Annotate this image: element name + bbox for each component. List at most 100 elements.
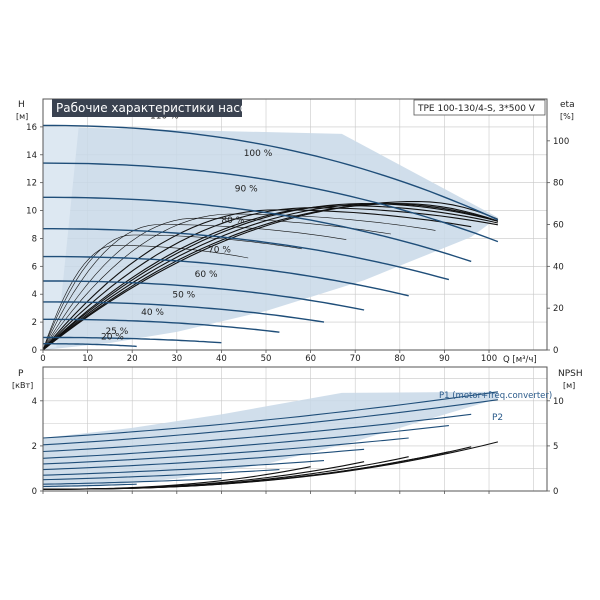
- speed-curve: [43, 280, 365, 311]
- power-curve: [42, 448, 365, 471]
- envelope-edge: [43, 126, 79, 350]
- speed-curve: [43, 228, 450, 281]
- y-tick-label: 10: [26, 207, 37, 217]
- speed-curve: [43, 343, 137, 348]
- speed-curve-label: 25 %: [105, 327, 128, 337]
- y-axis-unit: [м]: [16, 112, 28, 121]
- power-tick-label: 4: [32, 397, 37, 407]
- npsh-tick-label: 5: [553, 442, 558, 452]
- power-curve: [42, 469, 280, 481]
- x-tick-label: 50: [261, 354, 272, 364]
- efficiency-curve: [42, 203, 499, 351]
- speed-curve: [43, 318, 280, 333]
- power-axis-unit: [кВт]: [12, 381, 33, 390]
- speed-curve-label: 20 %: [101, 333, 124, 343]
- chart-title: Рабочие характеристики насоса: [56, 101, 261, 115]
- y-tick-label: 4: [32, 290, 37, 300]
- speed-curve: [43, 255, 409, 297]
- efficiency-curve: [42, 245, 249, 351]
- efficiency-curve: [42, 213, 436, 351]
- x-tick-label: 70: [350, 354, 361, 364]
- y-tick-label: 8: [32, 234, 37, 244]
- power-curve: [42, 478, 222, 485]
- npsh-tick-label: 10: [553, 397, 564, 407]
- y2-tick-label: 20: [553, 304, 564, 314]
- y2-axis-unit: [%]: [560, 112, 574, 121]
- bottom-chart: 0 2 4 0 5 10 P [кВт] NPSH [м] P1 (motor+freq…: [12, 366, 583, 497]
- y-tick-label: 2: [32, 318, 37, 328]
- top-y-ticks: 0 2 4 6 8 10 12 14 16: [26, 123, 43, 356]
- power-envelope: [43, 391, 498, 488]
- efficiency-curve: [42, 234, 302, 351]
- bottom-y-ticks: 0 2 4: [32, 397, 43, 497]
- npsh-tick-label: 0: [553, 487, 558, 497]
- y-tick-label: 6: [32, 262, 37, 272]
- model-box: [413, 99, 546, 116]
- operating-envelope: [43, 126, 498, 350]
- speed-curve-label: 50 %: [172, 291, 195, 301]
- y-tick-label: 0: [32, 346, 37, 356]
- power-tick-label: 2: [32, 442, 37, 452]
- efficiency-curve: [42, 224, 347, 351]
- chart-title-box: [52, 99, 242, 117]
- efficiency-curves: [42, 200, 499, 351]
- npsh-curves: [43, 441, 499, 490]
- p1-label: P1 (motor+freq.converter): [439, 391, 552, 401]
- y2-tick-label: 0: [553, 346, 558, 356]
- speed-curve-label: 70 %: [208, 245, 231, 255]
- speed-curve-label: 100 %: [244, 149, 273, 159]
- model-label: TPE 100-130/4-S, 3*500 V: [417, 104, 536, 114]
- y2-tick-label: 100: [553, 137, 569, 147]
- power-curve: [42, 413, 472, 453]
- power-curve: [42, 437, 409, 465]
- efficiency-curve: [42, 200, 499, 351]
- power-curve: [42, 460, 325, 476]
- power-axis-label: P: [18, 369, 24, 379]
- efficiency-curve: [42, 203, 499, 351]
- speed-curve: [42, 162, 499, 243]
- y2-tick-label: 60: [553, 221, 564, 231]
- speed-curve: [42, 336, 222, 344]
- speed-curve: [43, 301, 325, 323]
- power-curves: [42, 391, 498, 488]
- x-tick-label: 40: [216, 354, 227, 364]
- speed-curve: [43, 124, 499, 221]
- speed-curve-label: 60 %: [195, 270, 218, 280]
- top-envelope: [43, 126, 498, 350]
- y-tick-label: 16: [26, 123, 37, 133]
- power-curve: [42, 391, 498, 439]
- npsh-axis-label: NPSH: [558, 369, 583, 379]
- bottom-plot-frame: [42, 366, 548, 492]
- x-tick-label: 30: [171, 354, 182, 364]
- p2-label: P2: [492, 413, 503, 423]
- bottom-envelope: [43, 391, 498, 488]
- x-tick-label: 80: [394, 354, 405, 364]
- power-curve: [42, 425, 449, 459]
- x-tick-label: 10: [82, 354, 93, 364]
- x-tick-label: 0: [40, 354, 45, 364]
- speed-curve-label: 90 %: [235, 185, 258, 195]
- power-curve: [42, 399, 498, 446]
- power-curve: [42, 483, 137, 488]
- y2-axis-label: eta: [560, 100, 575, 110]
- y-tick-label: 12: [26, 179, 37, 189]
- bottom-y2-ticks: 0 5 10: [547, 397, 564, 497]
- y2-tick-label: 80: [553, 179, 564, 189]
- npsh-axis-unit: [м]: [563, 381, 575, 390]
- x-tick-label: 100: [481, 354, 497, 364]
- power-tick-label: 0: [32, 487, 37, 497]
- top-y2-ticks: 0 20 40 60 80 100: [547, 137, 569, 356]
- bottom-x-ticks: [42, 491, 490, 494]
- x-tick-label: 20: [127, 354, 138, 364]
- y2-tick-label: 40: [553, 262, 564, 272]
- speed-curve-label: 80 %: [221, 216, 244, 226]
- y-axis-label: H: [18, 100, 25, 110]
- npsh-curve: [43, 441, 499, 490]
- speed-curves: [42, 124, 499, 348]
- x-tick-label: 60: [305, 354, 316, 364]
- speed-curve-label: 40 %: [141, 308, 164, 318]
- y-tick-label: 14: [26, 151, 37, 161]
- top-chart: 110 %100 %90 %80 %70 %60 %50 %40 %25 %20…: [16, 98, 575, 365]
- speed-curve: [43, 196, 472, 263]
